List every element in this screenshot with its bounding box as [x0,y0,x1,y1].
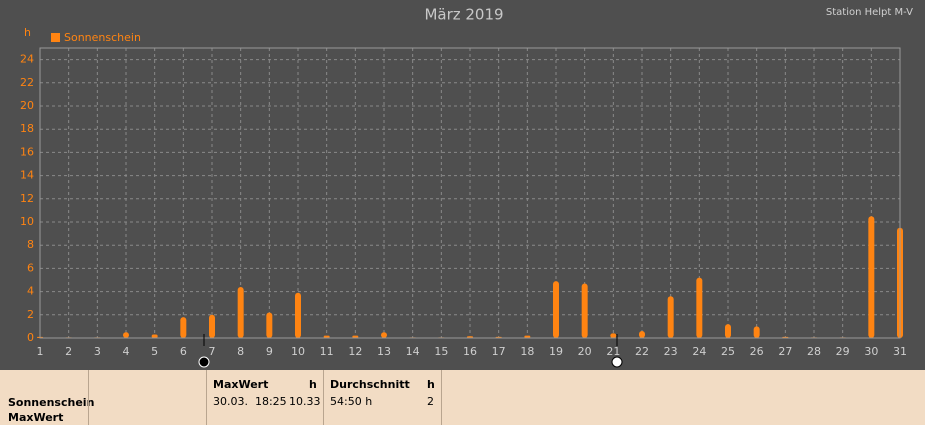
y-tick-label: 0 [27,331,34,344]
bar [725,324,731,338]
separator [206,370,207,425]
legend: Sonnenschein [51,31,141,44]
x-tick-label: 9 [266,345,273,358]
y-tick-label: 18 [20,122,34,135]
x-tick-label: 17 [492,345,506,358]
x-tick-label: 13 [377,345,391,358]
column-header: Durchschnitt [330,378,410,391]
separator [323,370,324,425]
bar [381,332,387,338]
bar [323,335,330,338]
cell: 54:50 h [330,395,373,408]
x-tick-label: 20 [578,345,592,358]
y-tick-label: 10 [20,215,34,228]
bar [868,216,875,338]
x-tick-label: 16 [463,345,477,358]
x-tick-label: 5 [151,345,158,358]
column-unit: h [309,378,317,391]
x-tick-label: 30 [864,345,878,358]
bar [295,292,301,338]
x-tick-label: 15 [434,345,448,358]
bar [151,334,158,338]
x-tick-label: 10 [291,345,305,358]
y-tick-label: 2 [27,308,34,321]
row-label: Sonnenschein [8,396,95,409]
x-tick-label: 31 [893,345,907,358]
cell: 10.33 [289,395,321,408]
y-tick-label: 8 [27,238,34,251]
moon-new [198,334,210,368]
bar [696,277,703,338]
bar [352,335,359,338]
x-tick-label: 28 [807,345,821,358]
x-tick-label: 21 [606,345,620,358]
bar [180,317,187,338]
bar [209,314,215,338]
row-label: MaxWert [8,411,64,424]
y-tick-label: 20 [20,99,34,112]
x-tick-label: 7 [209,345,216,358]
station-name: Station Helpt M-V [826,7,913,18]
bar [524,335,531,338]
separator [88,370,89,425]
bar [553,281,559,338]
bar [610,333,617,338]
bar [639,331,645,338]
bar [266,312,273,338]
x-tick-label: 18 [520,345,534,358]
separator [441,370,442,425]
column-header: MaxWert [213,378,269,391]
chart: März 2019 Station Helpt M-V h 0246810121… [20,5,914,368]
x-tick-label: 2 [65,345,72,358]
bar [581,283,588,338]
y-tick-label: 12 [20,192,34,205]
moon-full [611,334,623,368]
y-tick-label: 24 [20,53,34,66]
bar [123,332,129,338]
y-tick-label: 6 [27,261,34,274]
chart-title: März 2019 [424,6,503,24]
plot-border [39,47,901,339]
cell: 30.03. 18:25 [213,395,287,408]
x-tick-label: 3 [94,345,101,358]
x-tick-label: 25 [721,345,735,358]
x-tick-label: 24 [692,345,706,358]
y-tick-label: 22 [20,76,34,89]
x-tick-label: 27 [778,345,792,358]
legend-swatch [51,33,60,42]
bar [237,286,244,338]
x-tick-label: 6 [180,345,187,358]
column-unit: h [427,378,435,391]
x-tick-label: 11 [320,345,334,358]
bar [753,326,760,338]
x-tick-label: 1 [37,345,44,358]
x-tick-label: 14 [406,345,420,358]
y-axis-label: h [24,26,31,39]
x-tick-label: 29 [836,345,850,358]
x-tick-label: 4 [123,345,130,358]
y-tick-label: 14 [20,169,34,182]
y-tick-label: 4 [27,285,34,298]
x-tick-label: 8 [237,345,244,358]
bar [667,296,674,338]
cell: 2 [427,395,434,408]
summary-table: Sonnenschein MaxWert MaxWert h 30.03. 18… [0,370,925,425]
x-tick-label: 22 [635,345,649,358]
y-tick-label: 16 [20,145,34,158]
x-tick-label: 26 [750,345,764,358]
legend-label: Sonnenschein [64,31,141,44]
x-tick-label: 23 [664,345,678,358]
x-tick-label: 19 [549,345,563,358]
x-tick-label: 12 [348,345,362,358]
